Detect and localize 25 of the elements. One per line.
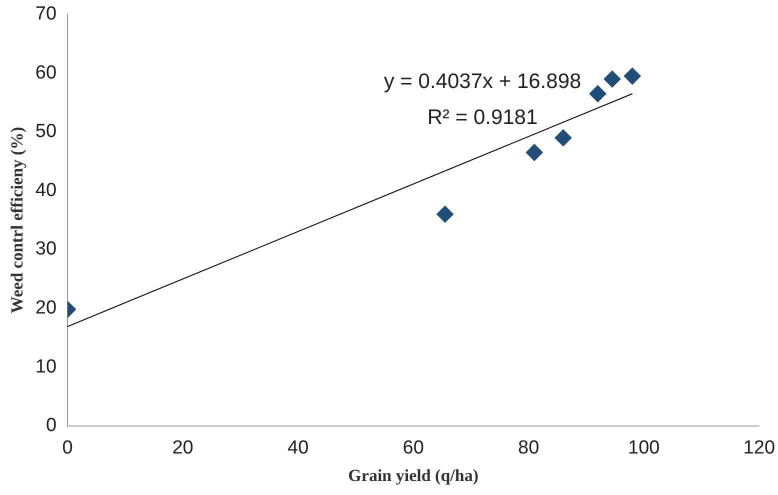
y-tick-label: 70 (35, 4, 57, 25)
annotation: y = 0.4037x + 16.898 (384, 70, 582, 94)
x-tick-label: 100 (628, 437, 660, 458)
x-tick-label: 120 (743, 437, 775, 458)
annotation: R² = 0.9181 (427, 106, 538, 130)
x-axis-title: Grain yield (q/ha) (348, 466, 479, 486)
y-tick-label: 40 (35, 180, 57, 201)
x-tick-label: 80 (518, 437, 540, 458)
x-tick-label: 0 (62, 437, 73, 458)
point (554, 129, 572, 146)
y-tick-label: 0 (46, 415, 57, 436)
y-axis-title: Weed contrl efficieny (%) (8, 126, 27, 314)
y-tick-label: 10 (35, 356, 57, 378)
point (624, 68, 641, 85)
x-tick-label: 20 (172, 437, 194, 458)
y-tick-label: 60 (35, 62, 57, 84)
x-tick-label: 40 (288, 437, 309, 458)
x-tick-label: 60 (402, 437, 424, 458)
point (526, 144, 543, 162)
point (604, 70, 621, 88)
point (589, 85, 606, 102)
y-tick-label: 30 (35, 238, 57, 260)
point (436, 206, 454, 223)
y-tick-label: 50 (35, 121, 57, 142)
y-tick-label: 20 (35, 297, 57, 318)
